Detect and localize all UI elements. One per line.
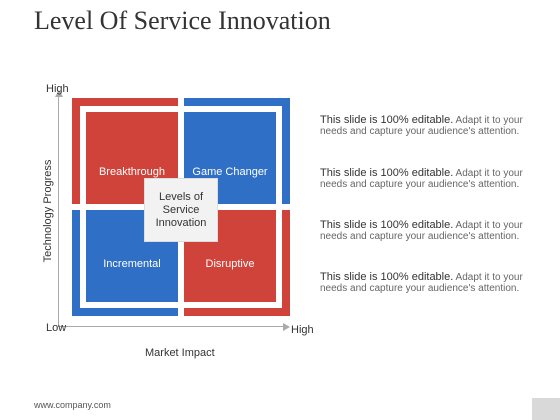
description-strong: This slide is 100% editable. bbox=[320, 219, 454, 231]
y-axis-label: Technology Progress bbox=[42, 159, 54, 263]
x-axis-label: Market Impact bbox=[145, 347, 215, 359]
frame-right-top bbox=[282, 98, 290, 204]
description-block: This slide is 100% editable. Adapt it to… bbox=[320, 271, 530, 295]
frame-left-top bbox=[72, 98, 80, 204]
x-axis-low-label: Low bbox=[46, 322, 67, 334]
description-block: This slide is 100% editable. Adapt it to… bbox=[320, 167, 530, 191]
center-label: Levels of Service Innovation bbox=[155, 190, 207, 229]
description-strong: This slide is 100% editable. bbox=[320, 271, 454, 283]
x-axis-high-label: High bbox=[291, 324, 314, 336]
description-block: This slide is 100% editable. Adapt it to… bbox=[320, 219, 530, 243]
quadrant-label: Disruptive bbox=[205, 258, 255, 270]
description-strong: This slide is 100% editable. bbox=[320, 167, 454, 179]
quadrant-label: Game Changer bbox=[192, 166, 268, 178]
x-axis-arrow-icon bbox=[283, 323, 290, 331]
frame-top-right bbox=[184, 98, 290, 106]
frame-bottom-left bbox=[72, 308, 178, 316]
corner-decoration bbox=[532, 398, 560, 420]
frame-bottom-right bbox=[184, 308, 290, 316]
matrix-frame bbox=[72, 98, 290, 316]
quadrant-label: Incremental bbox=[103, 258, 161, 270]
y-axis-arrow-icon bbox=[55, 90, 63, 97]
center-label-box: Levels of Service Innovation bbox=[144, 178, 218, 242]
x-axis-line bbox=[58, 326, 284, 327]
description-rest: Adapt it to your needs and capture your … bbox=[320, 272, 523, 294]
y-axis-high-label: High bbox=[46, 83, 69, 95]
description-strong: This slide is 100% editable. bbox=[320, 114, 454, 126]
quadrant-disruptive: Disruptive bbox=[184, 210, 276, 302]
page-title: Level Of Service Innovation bbox=[34, 6, 331, 35]
y-axis-line bbox=[58, 96, 59, 326]
quadrant-label: Breakthrough bbox=[98, 166, 166, 178]
description-rest: Adapt it to your needs and capture your … bbox=[320, 115, 523, 137]
description-rest: Adapt it to your needs and capture your … bbox=[320, 220, 523, 242]
description-rest: Adapt it to your needs and capture your … bbox=[320, 168, 523, 190]
description-block: This slide is 100% editable. Adapt it to… bbox=[320, 114, 530, 138]
footer-url: www.company.com bbox=[34, 400, 111, 410]
frame-right-bottom bbox=[282, 210, 290, 316]
frame-top-left bbox=[72, 98, 178, 106]
frame-left-bottom bbox=[72, 210, 80, 316]
